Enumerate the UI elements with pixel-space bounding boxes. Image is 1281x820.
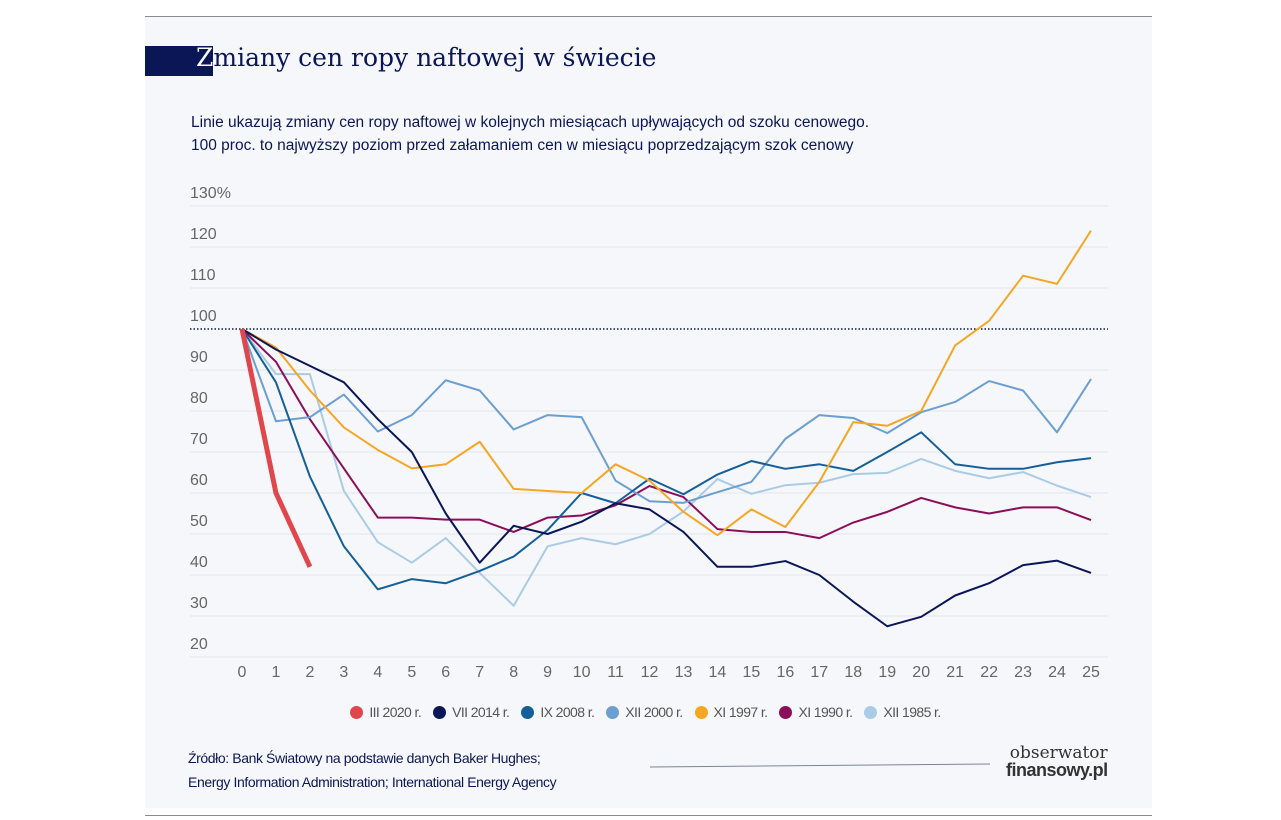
legend-item: IX 2008 r. — [521, 704, 595, 720]
series-line-iii-2020-r- — [239, 328, 313, 568]
y-tick-label: 90 — [190, 349, 208, 366]
legend-label: XII 1985 r. — [883, 704, 941, 720]
title-first-letter: Z — [196, 43, 214, 72]
y-tick-label: 30 — [190, 595, 208, 612]
bottom-rule — [145, 815, 1152, 816]
legend-label: XI 1997 r. — [713, 704, 769, 720]
legend-label: III 2020 r. — [369, 704, 422, 720]
title-accent-box — [145, 46, 213, 76]
legend: III 2020 r. VII 2014 r. IX 2008 r. XII 2000… — [0, 704, 1281, 720]
legend-dot-icon — [350, 705, 364, 719]
x-tick-label: 2 — [305, 664, 314, 681]
x-tick-label: 7 — [475, 664, 484, 681]
legend-item: III 2020 r. — [350, 704, 422, 720]
x-tick-label: 8 — [509, 664, 518, 681]
legend-dot-icon — [779, 705, 793, 719]
x-tick-label: 17 — [810, 664, 828, 681]
legend-label: XII 2000 r. — [625, 704, 683, 720]
x-tick-label: 4 — [373, 664, 382, 681]
legend-dot-icon — [864, 705, 878, 719]
series-line-xii-1985-r- — [241, 328, 1092, 607]
y-tick-label: 120 — [190, 226, 217, 243]
x-tick-label: 3 — [339, 664, 348, 681]
x-tick-label: 22 — [980, 664, 998, 681]
x-tick-label: 9 — [543, 664, 552, 681]
x-tick-label: 10 — [573, 664, 591, 681]
y-tick-label: 70 — [190, 431, 208, 448]
title-rest: miany cen ropy naftowej w świecie — [213, 43, 657, 72]
x-tick-label: 12 — [641, 664, 659, 681]
series-line-ix-2008-r- — [241, 328, 1092, 591]
legend-label: XI 1990 r. — [798, 704, 853, 720]
series-line-vii-2014-r- — [241, 328, 1092, 628]
legend-dot-icon — [606, 705, 620, 719]
x-tick-label: 15 — [743, 664, 761, 681]
subtitle-line-2: 100 proc. to najwyższy poziom przed zała… — [191, 137, 854, 154]
y-tick-label: 40 — [190, 554, 208, 571]
x-tick-label: 14 — [709, 664, 727, 681]
source-line-2: Energy Information Administration; Inter… — [188, 774, 557, 790]
logo: obserwator finansowy.pl — [1006, 743, 1108, 780]
x-tick-label: 21 — [946, 664, 964, 681]
y-tick-label: 60 — [190, 472, 208, 489]
x-tick-label: 23 — [1014, 664, 1032, 681]
legend-item: XI 1990 r. — [779, 704, 853, 720]
legend-label: IX 2008 r. — [540, 704, 595, 720]
chart-title: Zmiany cen ropy naftowej w świecie — [196, 43, 656, 72]
source-note: Źródło: Bank Światowy na podstawie danyc… — [188, 746, 557, 794]
y-tick-label: 20 — [190, 636, 208, 653]
logo-line-1: obserwator — [1009, 743, 1108, 763]
legend-item: XI 1997 r. — [694, 704, 769, 720]
x-tick-label: 20 — [912, 664, 930, 681]
chart-panel — [145, 17, 1152, 808]
x-tick-label: 19 — [878, 664, 896, 681]
top-rule — [145, 16, 1152, 17]
series-line-xii-2000-r- — [241, 328, 1092, 504]
x-tick-label: 6 — [441, 664, 450, 681]
chart-subtitle: Linie ukazują zmiany cen ropy naftowej w… — [191, 111, 869, 157]
x-tick-label: 16 — [776, 664, 794, 681]
logo-line-2: finansowy.pl — [1006, 760, 1108, 780]
source-line-1: Źródło: Bank Światowy na podstawie danyc… — [188, 750, 541, 766]
y-tick-label: 50 — [190, 513, 208, 530]
legend-item: XII 1985 r. — [864, 704, 941, 720]
legend-item: XII 2000 r. — [606, 704, 683, 720]
x-tick-label: 13 — [675, 664, 693, 681]
legend-label: VII 2014 r. — [452, 704, 510, 720]
x-tick-label: 25 — [1082, 664, 1100, 681]
y-tick-label: 100 — [190, 308, 217, 325]
legend-dot-icon — [433, 705, 447, 719]
y-tick-label: 80 — [190, 390, 208, 407]
y-tick-label: 130% — [190, 185, 231, 202]
x-tick-label: 1 — [272, 664, 281, 681]
legend-dot-icon — [694, 705, 708, 719]
x-tick-label: 0 — [238, 664, 247, 681]
x-tick-label: 5 — [407, 664, 416, 681]
legend-item: VII 2014 r. — [433, 704, 510, 720]
x-tick-label: 18 — [844, 664, 862, 681]
series-line-xi-1990-r- — [241, 328, 1092, 540]
series-line-xi-1997-r- — [241, 230, 1092, 537]
x-tick-label: 11 — [607, 664, 624, 681]
y-tick-label: 110 — [190, 267, 216, 284]
subtitle-line-1: Linie ukazują zmiany cen ropy naftowej w… — [191, 114, 870, 131]
legend-dot-icon — [521, 705, 535, 719]
x-tick-label: 24 — [1048, 664, 1066, 681]
